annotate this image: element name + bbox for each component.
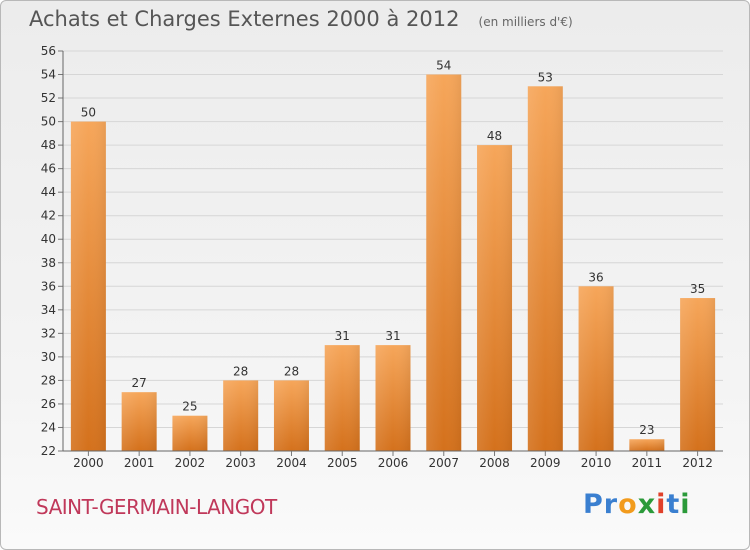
x-tick-label: 2005 xyxy=(327,456,358,470)
y-tick-label: 54 xyxy=(41,68,56,82)
x-tick-label: 2001 xyxy=(124,456,155,470)
bar-shine xyxy=(324,345,360,451)
data-label: 28 xyxy=(284,364,299,378)
bar-shine xyxy=(121,392,157,451)
y-tick-label: 52 xyxy=(41,91,56,105)
logo-letter: x xyxy=(637,489,657,520)
x-tick-label: 2010 xyxy=(581,456,612,470)
bar-shine xyxy=(680,298,716,451)
y-tick-label: 24 xyxy=(41,420,56,434)
data-label: 50 xyxy=(81,106,96,120)
bar-shine xyxy=(273,380,309,451)
bar-shine xyxy=(527,86,563,451)
logo-letter: o xyxy=(618,489,638,520)
bar-shine xyxy=(70,121,106,452)
axes xyxy=(58,50,723,456)
y-tick-label: 30 xyxy=(41,350,56,364)
x-tick-label: 2006 xyxy=(378,456,409,470)
data-label: 54 xyxy=(436,59,451,73)
y-tick-label: 46 xyxy=(41,162,56,176)
bar-shine xyxy=(578,286,614,451)
x-tick-label: 2009 xyxy=(530,456,561,470)
data-label: 25 xyxy=(182,400,197,414)
y-tick-label: 44 xyxy=(41,185,56,199)
y-tick-label: 40 xyxy=(41,232,56,246)
data-label: 53 xyxy=(538,70,553,84)
data-label: 23 xyxy=(639,423,654,437)
y-tick-label: 22 xyxy=(41,444,56,458)
logo-letter: P xyxy=(583,489,604,520)
x-tick-label: 2011 xyxy=(632,456,663,470)
location-name: SAINT-GERMAIN-LANGOT xyxy=(36,495,277,519)
logo-letter: t xyxy=(666,489,681,520)
bars xyxy=(70,74,716,452)
x-tick-label: 2008 xyxy=(479,456,510,470)
logo-letter: i xyxy=(680,489,691,520)
data-label: 48 xyxy=(487,129,502,143)
data-label: 28 xyxy=(233,364,248,378)
logo-letter: r xyxy=(603,489,619,520)
x-tick-label: 2012 xyxy=(682,456,713,470)
x-tick-label: 2000 xyxy=(73,456,104,470)
logo-letter: i xyxy=(656,489,667,520)
y-tick-label: 56 xyxy=(41,44,56,58)
data-label: 31 xyxy=(385,329,400,343)
bar-shine xyxy=(477,145,513,451)
chart-title-block: Achats et Charges Externes 2000 à 2012 (… xyxy=(29,7,573,31)
y-tick-label: 50 xyxy=(41,115,56,129)
bar-shine xyxy=(223,380,259,451)
y-tick-label: 36 xyxy=(41,279,56,293)
data-label: 31 xyxy=(335,329,350,343)
y-tick-label: 42 xyxy=(41,209,56,223)
x-tick-label: 2007 xyxy=(428,456,459,470)
bar-shine xyxy=(426,74,462,451)
data-label: 36 xyxy=(588,270,603,284)
chart-title: Achats et Charges Externes 2000 à 2012 xyxy=(29,7,460,31)
bar-shine xyxy=(172,415,208,451)
labels: 22 24 26 28 30 32 34 36 38 40 42 44 46 48 50 52 54 56 50 20… xyxy=(41,44,713,470)
x-tick-label: 2002 xyxy=(175,456,206,470)
data-label: 35 xyxy=(690,282,705,296)
y-tick-label: 48 xyxy=(41,138,56,152)
bar-shine xyxy=(375,345,411,451)
x-tick-label: 2003 xyxy=(225,456,256,470)
y-tick-label: 26 xyxy=(41,397,56,411)
proxiti-logo: Proxiti xyxy=(583,489,691,520)
chart-subtitle: (en milliers d'€) xyxy=(478,15,573,29)
x-tick-label: 2004 xyxy=(276,456,307,470)
y-tick-label: 38 xyxy=(41,256,56,270)
data-label: 27 xyxy=(132,376,147,390)
y-tick-label: 28 xyxy=(41,373,56,387)
bar-shine xyxy=(629,439,665,451)
y-tick-label: 34 xyxy=(41,303,56,317)
y-tick-label: 32 xyxy=(41,326,56,340)
